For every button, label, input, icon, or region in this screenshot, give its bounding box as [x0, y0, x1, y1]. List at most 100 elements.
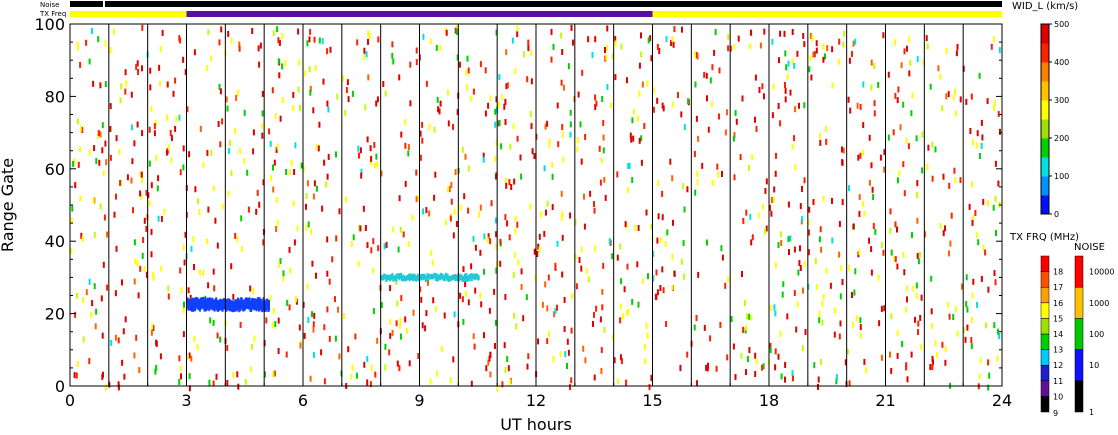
data-cell — [890, 367, 893, 374]
data-cell — [990, 43, 993, 50]
data-cell — [556, 102, 559, 109]
data-cell — [377, 245, 380, 252]
data-cell — [533, 153, 536, 160]
data-cell — [247, 206, 250, 213]
data-cell — [696, 53, 699, 60]
data-cell — [156, 185, 159, 192]
data-cell — [794, 164, 797, 171]
data-cell — [308, 66, 311, 73]
data-cell — [270, 175, 272, 182]
data-cell — [432, 297, 435, 304]
data-cell — [431, 259, 434, 266]
data-cell — [820, 358, 822, 365]
data-cell — [520, 268, 523, 275]
data-cell — [436, 370, 438, 377]
data-cell — [235, 94, 238, 101]
data-cell — [450, 198, 453, 205]
txfreq-colorbar-label-18: 18 — [1053, 268, 1063, 277]
data-cell — [919, 314, 922, 321]
data-cell — [677, 92, 679, 99]
data-cell — [292, 200, 295, 207]
data-cell — [97, 130, 100, 136]
data-cell — [862, 81, 865, 88]
data-cell — [540, 211, 543, 218]
data-cell — [926, 163, 929, 170]
data-cell — [719, 321, 722, 328]
data-cell — [556, 240, 559, 247]
data-cell — [784, 361, 787, 368]
data-cell — [661, 266, 664, 273]
band-1-cell — [435, 273, 438, 279]
data-cell — [570, 24, 573, 31]
data-cell — [117, 337, 120, 344]
band-0-cell — [268, 300, 270, 311]
data-cell — [762, 203, 764, 210]
data-cell — [995, 230, 997, 236]
data-cell — [892, 129, 895, 136]
data-cell — [279, 115, 282, 122]
data-cell — [726, 109, 728, 116]
data-cell — [982, 198, 985, 205]
data-cell — [661, 102, 664, 109]
data-cell — [429, 38, 432, 45]
data-cell — [761, 83, 764, 90]
data-cell — [755, 358, 758, 365]
data-cell — [261, 123, 264, 129]
data-cell — [383, 243, 386, 250]
data-cell — [593, 374, 596, 381]
data-cell — [921, 131, 924, 138]
data-cell — [143, 266, 146, 273]
data-cell — [119, 97, 122, 104]
data-cell — [157, 215, 160, 222]
data-cell — [604, 47, 606, 53]
data-cell — [974, 210, 977, 216]
noise-colorbar-title: NOISE — [1074, 242, 1105, 253]
data-cell — [632, 135, 635, 142]
data-cell — [856, 102, 859, 109]
data-cell — [226, 379, 229, 386]
data-cell — [873, 100, 876, 107]
data-cell — [443, 312, 446, 319]
data-cell — [545, 209, 547, 216]
data-cell — [797, 269, 800, 276]
data-cell — [338, 208, 341, 215]
data-cell — [970, 343, 973, 350]
data-cell — [560, 79, 563, 86]
data-cell — [602, 147, 605, 154]
data-cell — [419, 286, 422, 293]
data-cell — [793, 62, 796, 69]
data-cell — [877, 81, 880, 88]
data-cell — [835, 378, 838, 385]
data-cell — [448, 186, 451, 193]
data-cell — [115, 245, 118, 252]
y-tick-label-60: 60 — [45, 160, 65, 179]
data-cell — [486, 236, 489, 243]
data-cell — [79, 61, 82, 68]
data-cell — [673, 26, 676, 33]
data-cell — [369, 381, 372, 388]
data-cell — [277, 348, 280, 354]
data-cell — [750, 314, 753, 321]
noise-segment-1 — [103, 1, 105, 7]
data-cell — [980, 119, 983, 126]
data-cell — [537, 243, 540, 250]
data-cell — [357, 145, 360, 152]
data-cell — [671, 175, 674, 182]
data-cell — [656, 43, 659, 50]
data-cell — [595, 100, 598, 107]
x-tick-label-15: 15 — [642, 391, 662, 410]
data-cell — [894, 39, 897, 46]
data-cell — [147, 192, 150, 199]
data-cell — [959, 177, 962, 184]
data-cell — [748, 347, 751, 354]
data-cell — [137, 69, 139, 75]
data-cell — [848, 185, 850, 192]
txfreq-colorbar-swatch — [1040, 286, 1050, 304]
data-cell — [182, 56, 185, 63]
data-cell — [744, 300, 746, 306]
data-cell — [687, 98, 690, 105]
data-cell — [771, 112, 774, 119]
data-cell — [306, 283, 309, 290]
data-cell — [202, 269, 205, 276]
